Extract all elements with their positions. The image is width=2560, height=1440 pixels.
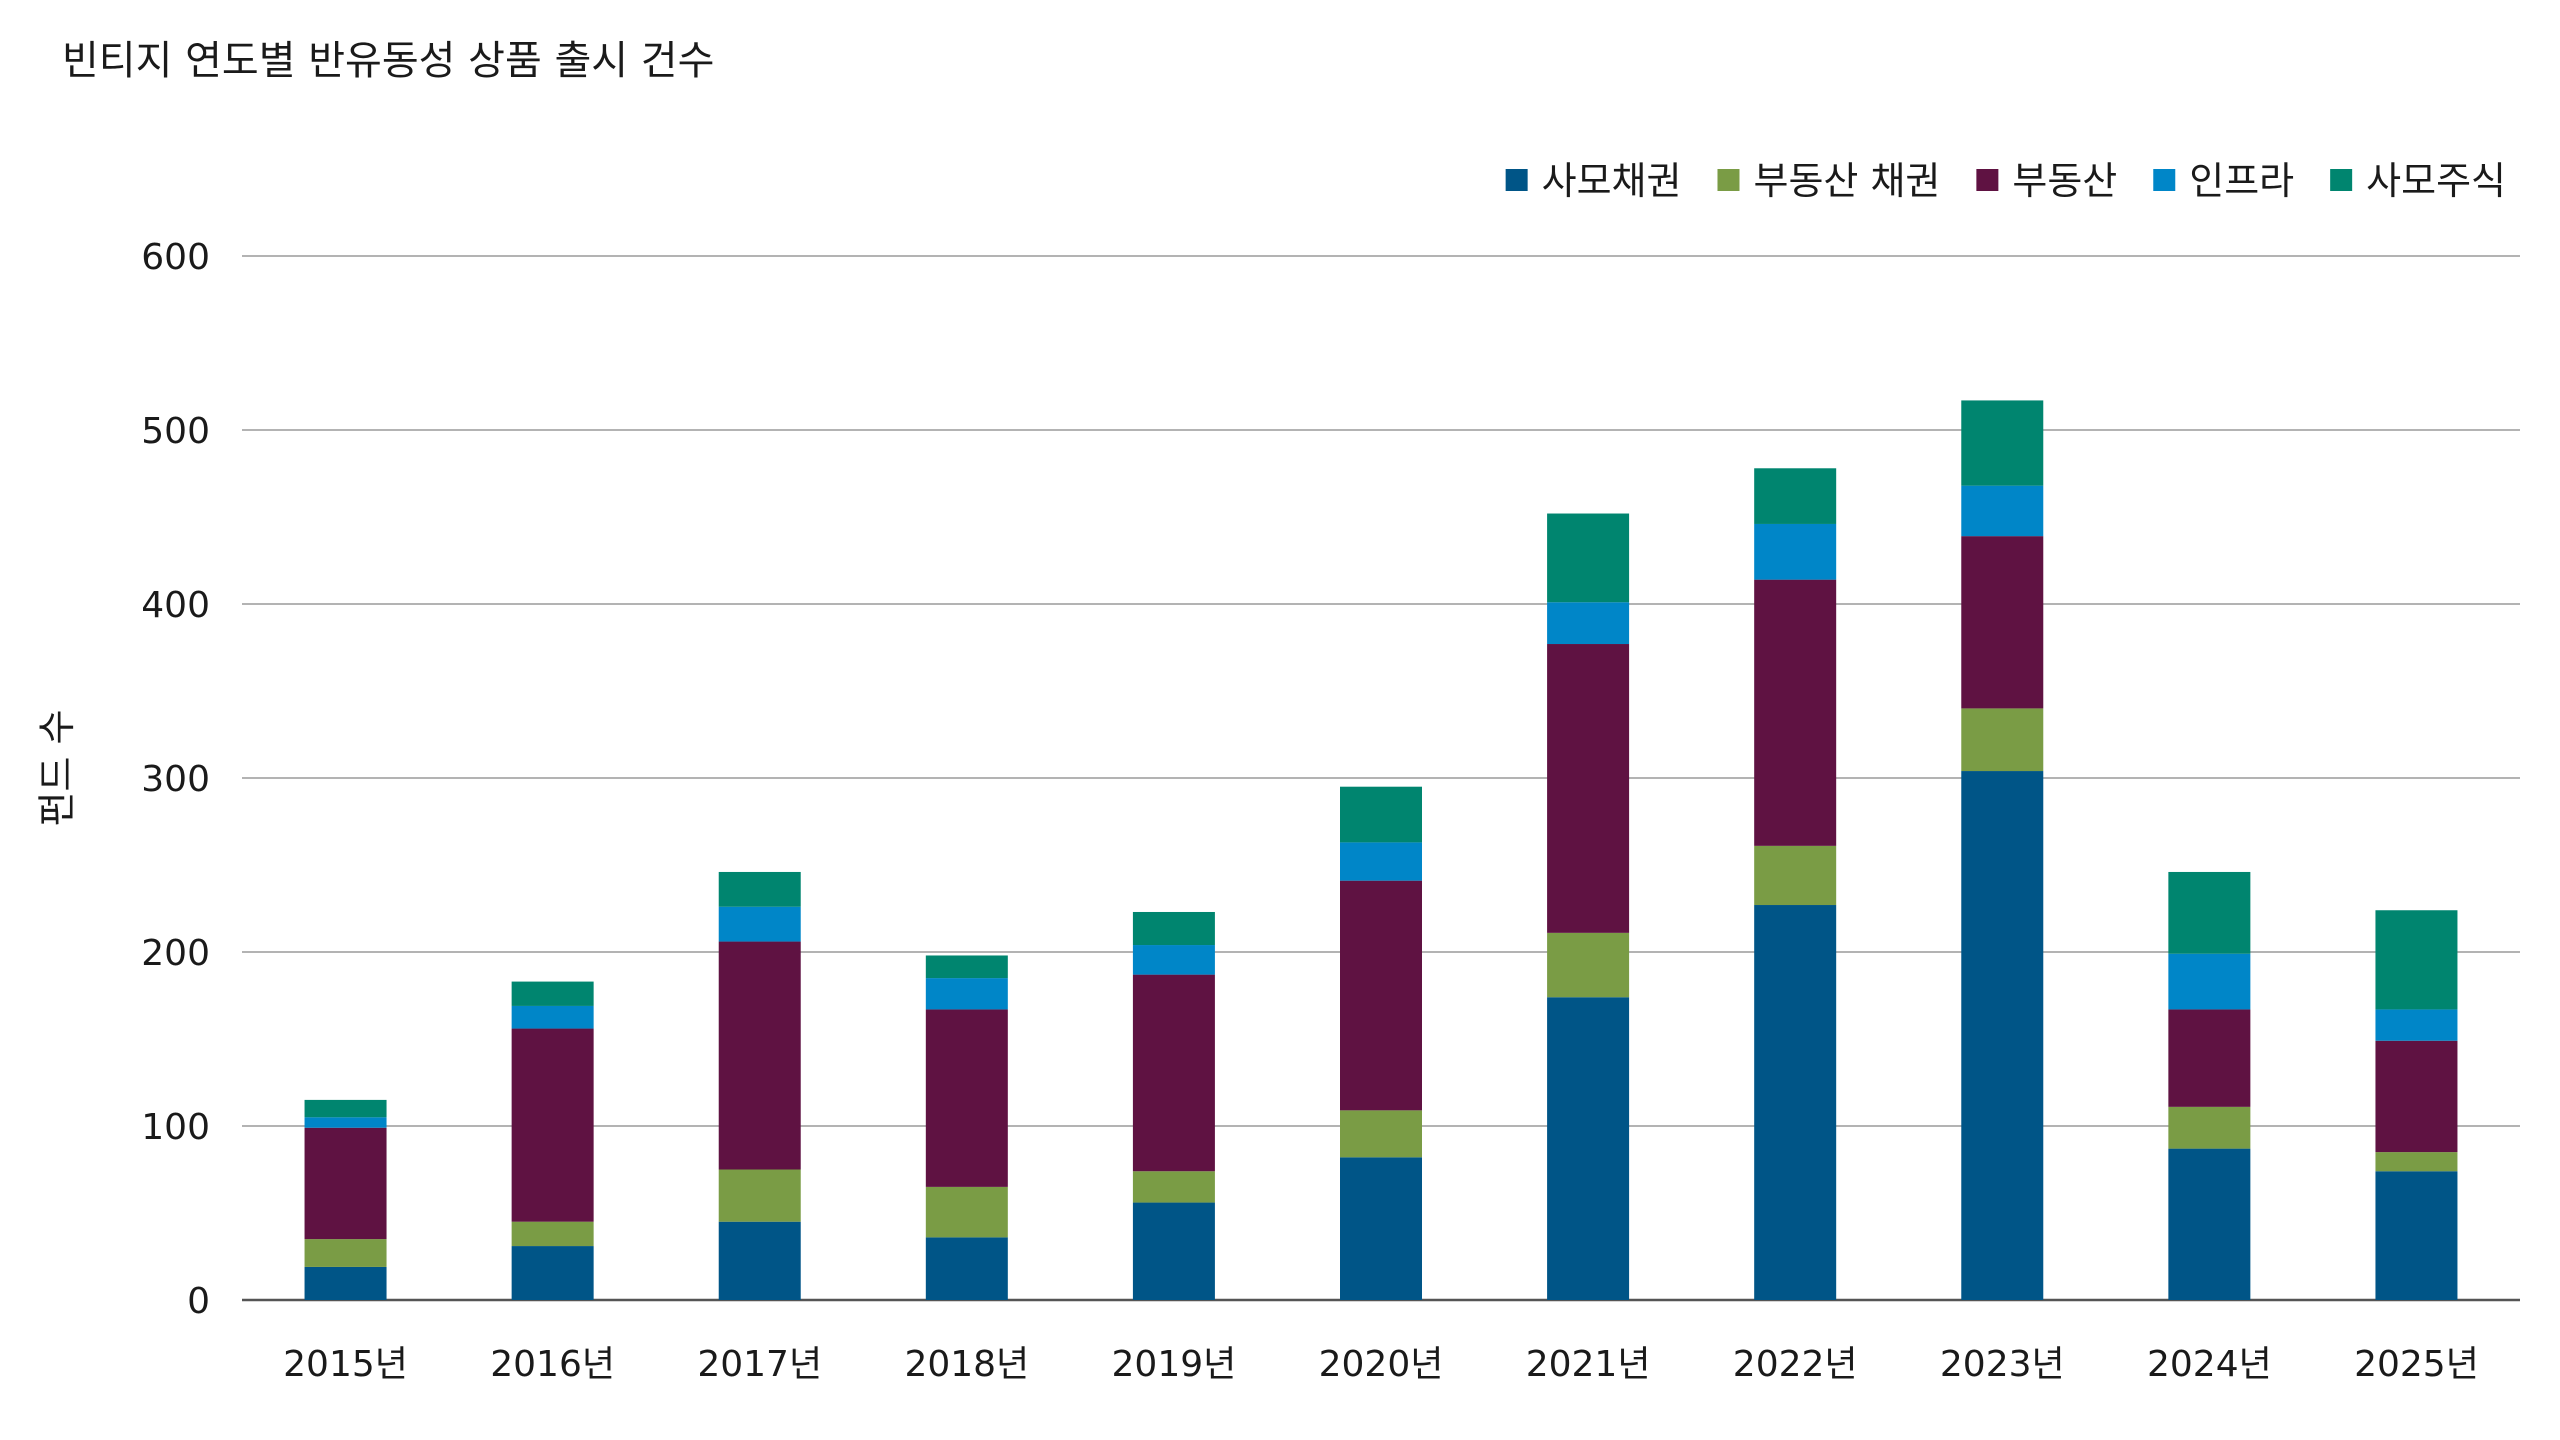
bar-segment xyxy=(304,1266,387,1300)
bar-segment xyxy=(1132,1202,1215,1300)
bar-segment xyxy=(2168,953,2251,1010)
bar-segment xyxy=(2375,1009,2458,1041)
bar-segment xyxy=(511,1028,594,1222)
bar-segment xyxy=(2168,1148,2251,1300)
bar-segment xyxy=(1961,400,2044,486)
bar-segment xyxy=(511,1221,594,1247)
bar-segment xyxy=(1961,708,2044,772)
legend-label: 사모주식 xyxy=(2366,159,2506,203)
legend-swatch xyxy=(1976,169,1999,191)
x-tick-label: 2015년 xyxy=(283,1344,408,1385)
y-tick-label: 0 xyxy=(187,1281,210,1322)
bar-segment xyxy=(1132,911,1215,946)
legend-label: 부동산 xyxy=(2012,159,2117,203)
bar-segment xyxy=(925,1009,1008,1187)
bar-segment xyxy=(304,1099,387,1118)
legend-label: 인프라 xyxy=(2189,159,2294,203)
y-axis-label: 펀드 수 xyxy=(35,710,79,827)
bar-segment xyxy=(1547,932,1630,998)
x-tick-label: 2017년 xyxy=(697,1344,822,1385)
bar-segment xyxy=(304,1117,387,1128)
x-tick-label: 2016년 xyxy=(490,1344,615,1385)
bar-segment xyxy=(1961,485,2044,537)
bar-segment xyxy=(1961,536,2044,709)
bar-segment xyxy=(2168,1009,2251,1107)
y-tick-label: 500 xyxy=(141,411,210,452)
bar-segment xyxy=(1547,644,1630,933)
y-tick-label: 100 xyxy=(141,1107,210,1148)
bar-segment xyxy=(511,981,594,1006)
bar-segment xyxy=(718,1221,801,1300)
legend-swatch xyxy=(1505,169,1528,191)
bar-segment xyxy=(1547,602,1630,645)
bar-segment xyxy=(2168,1106,2251,1149)
bar-segment xyxy=(1340,842,1422,881)
bar-segment xyxy=(1754,468,1837,524)
x-tick-label: 2020년 xyxy=(1319,1344,1444,1385)
bar-segment xyxy=(1340,1110,1422,1158)
bar-segment xyxy=(2168,871,2251,954)
bar-segment xyxy=(718,906,801,942)
x-tick-label: 2022년 xyxy=(1733,1344,1858,1385)
bar-segment xyxy=(1340,1157,1422,1300)
bar-segment xyxy=(1340,880,1422,1111)
bar-segment xyxy=(1754,905,1837,1300)
legend-label: 부동산 채권 xyxy=(1753,159,1940,203)
legend-swatch xyxy=(2330,169,2353,191)
y-tick-label: 300 xyxy=(141,759,210,800)
x-tick-label: 2019년 xyxy=(1112,1344,1237,1385)
bar-segment xyxy=(304,1239,387,1267)
bar-segment xyxy=(925,1237,1008,1300)
bar-segment xyxy=(1547,997,1630,1300)
y-tick-label: 600 xyxy=(141,237,210,278)
legend-swatch xyxy=(1717,169,1740,191)
x-tick-label: 2024년 xyxy=(2147,1344,2272,1385)
legend-swatch xyxy=(2153,169,2176,191)
bar-segment xyxy=(925,1186,1008,1238)
bar-segment xyxy=(1132,945,1215,975)
y-tick-label: 400 xyxy=(141,585,210,626)
x-tick-label: 2025년 xyxy=(2354,1344,2479,1385)
bar-segment xyxy=(1132,974,1215,1172)
y-tick-label: 200 xyxy=(141,933,210,974)
bar-segment xyxy=(511,1246,594,1300)
bar-segment xyxy=(511,1005,594,1029)
bar-segment xyxy=(1132,1171,1215,1203)
bar-segment xyxy=(1754,523,1837,580)
bar-segment xyxy=(718,871,801,907)
bar-segment xyxy=(925,955,1008,979)
bar-segment xyxy=(925,978,1008,1010)
bar-segment xyxy=(718,1169,801,1222)
bar-segment xyxy=(1340,786,1422,843)
bar-segment xyxy=(718,941,801,1170)
x-tick-label: 2021년 xyxy=(1526,1344,1651,1385)
x-tick-label: 2023년 xyxy=(1940,1344,2065,1385)
chart-title: 빈티지 연도별 반유동성 상품 출시 건수 xyxy=(62,38,715,84)
bar-segment xyxy=(304,1127,387,1240)
bar-segment xyxy=(2375,1171,2458,1300)
bar-segment xyxy=(1754,845,1837,906)
bar-segment xyxy=(2375,910,2458,1010)
bar-segment xyxy=(1547,513,1630,603)
x-tick-label: 2018년 xyxy=(904,1344,1029,1385)
bar-segment xyxy=(1961,771,2044,1300)
bar-segment xyxy=(2375,1040,2458,1153)
bar-segment xyxy=(1754,579,1837,846)
legend-label: 사모채권 xyxy=(1542,159,1682,203)
bar-segment xyxy=(2375,1152,2458,1172)
